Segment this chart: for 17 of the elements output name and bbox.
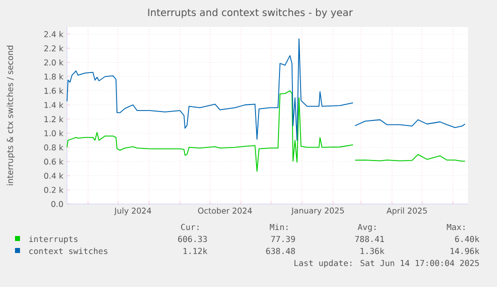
- text: 77.39: [271, 236, 295, 242]
- legend-label: interrupts: [29, 236, 78, 244]
- y-axis-title: interrupts & ctx switches / second: [6, 46, 15, 186]
- text: 638.48: [266, 248, 295, 254]
- chart-title: Interrupts and context switches - by year: [148, 8, 353, 18]
- text: 6.40k: [455, 236, 480, 242]
- text: Avg:: [358, 224, 376, 232]
- legend-label: context switches: [29, 248, 108, 254]
- text: 1.12k: [184, 248, 208, 254]
- text: 1.36k: [360, 248, 384, 254]
- text: Cur:: [181, 224, 198, 230]
- text: Min:: [270, 224, 288, 230]
- text: Last update: Sat Jun 14 17:00:04 2025: [294, 260, 479, 268]
- text: 606.33: [178, 236, 207, 242]
- text: 788.41: [355, 236, 384, 242]
- text: 14.96k: [450, 248, 480, 254]
- text: Max:: [446, 224, 464, 230]
